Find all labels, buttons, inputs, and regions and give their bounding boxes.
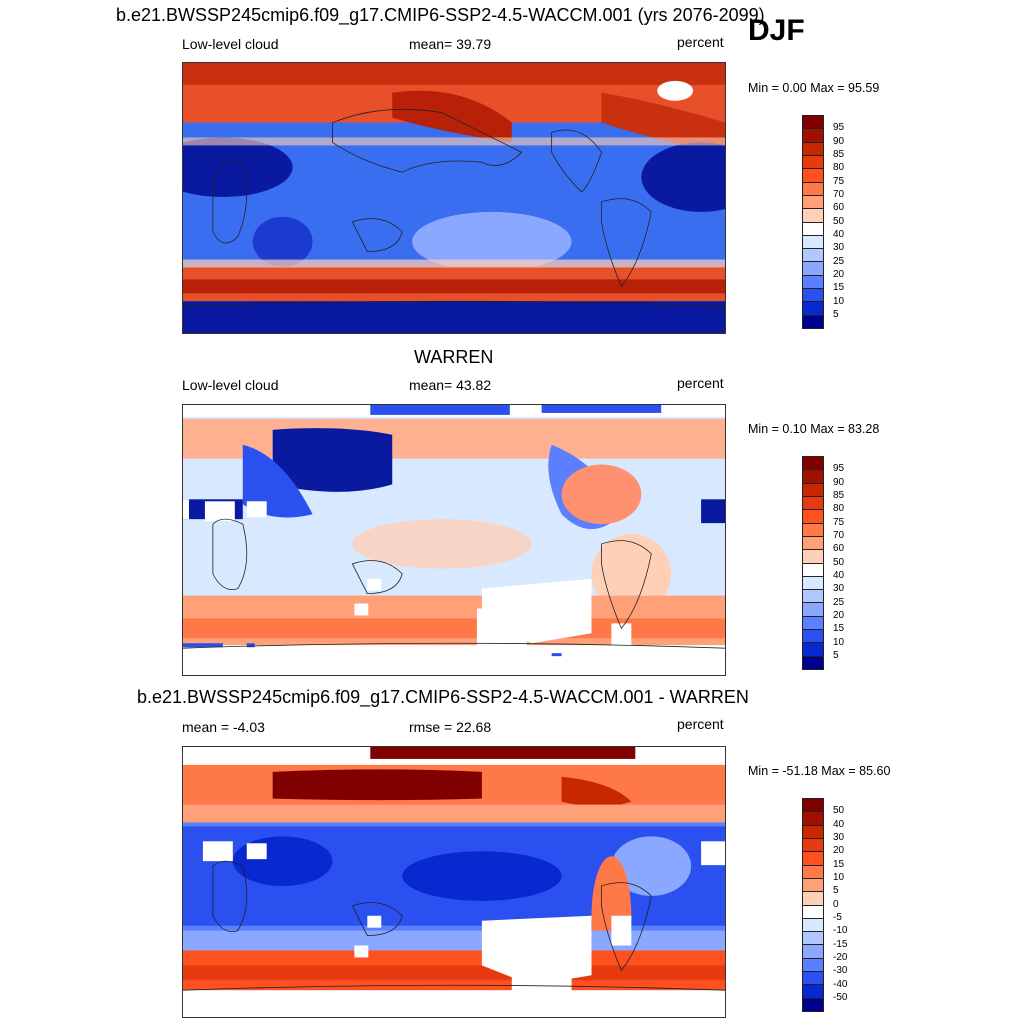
panel3-title: b.e21.BWSSP245cmip6.f09_g17.CMIP6-SSP2-4… (137, 687, 749, 707)
colorbar-tick: 60 (833, 543, 845, 554)
panel3-mean-label: mean = -4.03 (182, 719, 265, 735)
colorbar-tick: 75 (833, 176, 845, 187)
colorbar-tick: 30 (833, 242, 845, 253)
colorbar-tick: 50 (833, 216, 845, 227)
panel1-map (182, 62, 726, 334)
colorbar-tick: -40 (833, 979, 848, 990)
colorbar-tick: 25 (833, 597, 845, 608)
colorbar-tick: 50 (833, 805, 845, 816)
colorbar-tick: 20 (833, 269, 845, 280)
colorbar-tick: 30 (833, 583, 845, 594)
colorbar-tick: 10 (833, 296, 845, 307)
colorbar-tick: 70 (833, 530, 845, 541)
colorbar-tick: 15 (833, 623, 845, 634)
colorbar-tick: 60 (833, 202, 845, 213)
panel3-units-label: percent (677, 716, 724, 732)
panel3-minmax: Min = -51.18 Max = 85.60 (748, 764, 891, 778)
colorbar-tick: 40 (833, 819, 845, 830)
panel1-units-label: percent (677, 34, 724, 50)
colorbar-tick: -50 (833, 992, 848, 1003)
colorbar-tick: 40 (833, 229, 845, 240)
colorbar-tick: 5 (833, 309, 839, 320)
colorbar-tick: 85 (833, 490, 845, 501)
panel1-minmax: Min = 0.00 Max = 95.59 (748, 81, 880, 95)
colorbar-tick: 30 (833, 832, 845, 843)
panel1-colorbar (802, 115, 824, 329)
colorbar-tick: 20 (833, 845, 845, 856)
colorbar-tick: 5 (833, 650, 839, 661)
panel2-colorbar (802, 456, 824, 670)
colorbar-tick: 0 (833, 899, 839, 910)
colorbar-tick: 70 (833, 189, 845, 200)
panel2-units-label: percent (677, 375, 724, 391)
colorbar-tick: 40 (833, 570, 845, 581)
panel2-mean-label: mean= 43.82 (409, 377, 492, 393)
panel2-map (182, 404, 726, 676)
colorbar-tick: -5 (833, 912, 842, 923)
colorbar-tick: 15 (833, 282, 845, 293)
colorbar-tick: 80 (833, 162, 845, 173)
season-label: DJF (748, 14, 805, 47)
colorbar-tick: 50 (833, 557, 845, 568)
panel3-colorbar (802, 798, 824, 1012)
colorbar-tick: 90 (833, 477, 845, 488)
colorbar-tick: 10 (833, 637, 845, 648)
panel2-minmax: Min = 0.10 Max = 83.28 (748, 422, 880, 436)
colorbar-tick: -15 (833, 939, 848, 950)
colorbar-tick: 5 (833, 885, 839, 896)
colorbar-tick: 95 (833, 122, 845, 133)
panel3-rmse-label: rmse = 22.68 (409, 719, 492, 735)
colorbar-tick: 20 (833, 610, 845, 621)
colorbar-tick: -10 (833, 925, 848, 936)
colorbar-tick: 15 (833, 859, 845, 870)
colorbar-tick: 90 (833, 136, 845, 147)
colorbar-tick: 85 (833, 149, 845, 160)
colorbar-tick: 80 (833, 503, 845, 514)
colorbar-tick: 25 (833, 256, 845, 267)
panel2-title: WARREN (414, 347, 494, 367)
colorbar-tick: 10 (833, 872, 845, 883)
colorbar-tick: 95 (833, 463, 845, 474)
panel1-variable-label: Low-level cloud (182, 36, 279, 52)
panel3-map (182, 746, 726, 1018)
colorbar-tick: 75 (833, 517, 845, 528)
main-title: b.e21.BWSSP245cmip6.f09_g17.CMIP6-SSP2-4… (116, 5, 765, 25)
colorbar-tick: -30 (833, 965, 848, 976)
panel1-mean-label: mean= 39.79 (409, 36, 492, 52)
colorbar-tick: -20 (833, 952, 848, 963)
panel2-variable-label: Low-level cloud (182, 377, 279, 393)
